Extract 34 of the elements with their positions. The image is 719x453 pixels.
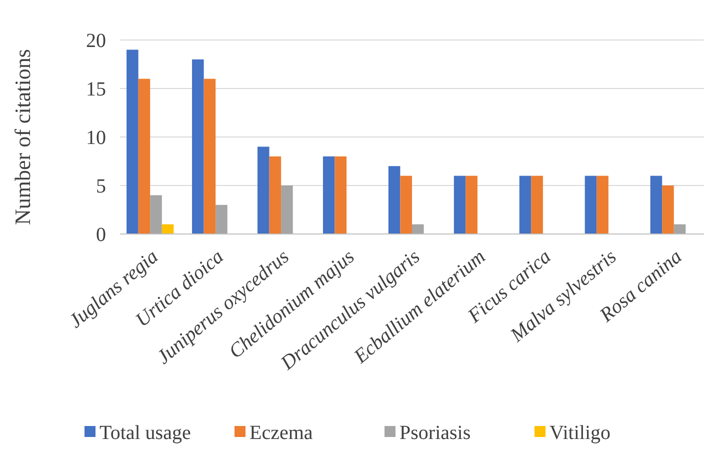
bar bbox=[281, 186, 293, 234]
bar bbox=[466, 176, 478, 234]
bar bbox=[192, 59, 204, 234]
bar bbox=[334, 156, 347, 234]
bar bbox=[257, 146, 270, 234]
y-tick-label: 15 bbox=[86, 78, 106, 100]
y-tick-label: 5 bbox=[96, 176, 106, 198]
bar bbox=[216, 204, 228, 234]
bar bbox=[126, 50, 138, 234]
bar bbox=[662, 186, 674, 234]
bar bbox=[322, 156, 335, 234]
y-tick-label: 0 bbox=[96, 224, 106, 246]
y-axis-title: Number of citations bbox=[10, 49, 35, 225]
legend-label: Psoriasis bbox=[400, 422, 471, 444]
bar bbox=[162, 224, 174, 234]
bar bbox=[650, 176, 662, 234]
bar bbox=[674, 224, 686, 234]
legend-label: Total usage bbox=[100, 422, 191, 444]
legend-label: Eczema bbox=[250, 422, 313, 444]
bar bbox=[204, 78, 216, 234]
bar bbox=[138, 78, 150, 234]
y-tick-label: 10 bbox=[86, 127, 106, 149]
bar bbox=[150, 195, 162, 234]
bar bbox=[596, 176, 608, 234]
bar bbox=[519, 176, 532, 234]
legend-label: Vitiligo bbox=[550, 422, 611, 444]
y-tick-label: 20 bbox=[86, 30, 106, 52]
bar bbox=[584, 176, 597, 234]
bar bbox=[412, 224, 424, 234]
bar bbox=[388, 166, 400, 234]
bar bbox=[454, 176, 466, 234]
bar bbox=[269, 156, 282, 234]
bar bbox=[531, 176, 543, 234]
bar bbox=[400, 176, 412, 234]
